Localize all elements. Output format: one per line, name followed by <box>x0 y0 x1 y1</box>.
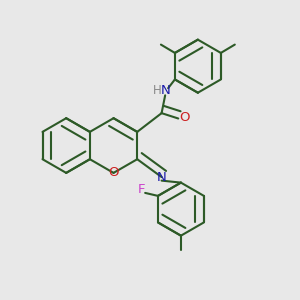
Text: F: F <box>137 183 145 196</box>
Text: N: N <box>157 170 166 184</box>
Text: N: N <box>161 84 171 97</box>
Text: O: O <box>179 111 189 124</box>
Text: H: H <box>153 84 162 97</box>
Text: O: O <box>108 167 119 179</box>
